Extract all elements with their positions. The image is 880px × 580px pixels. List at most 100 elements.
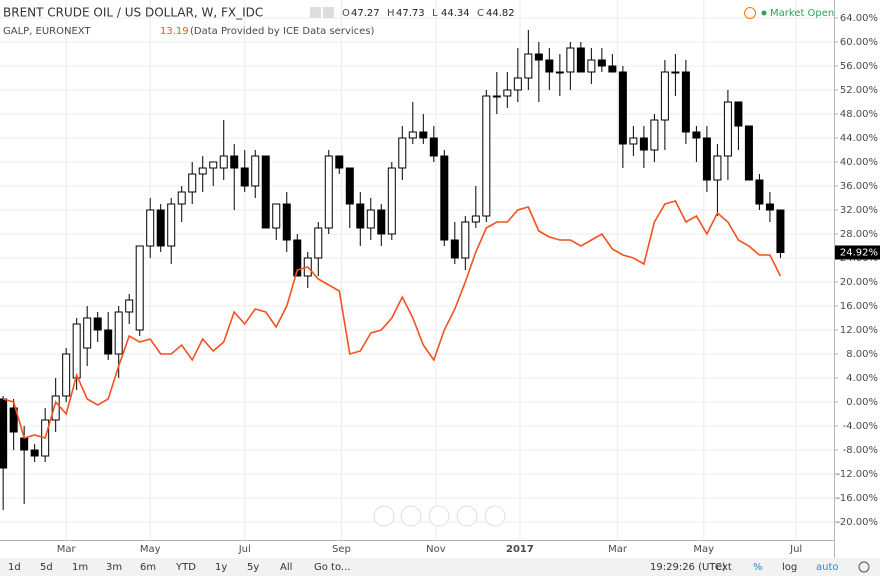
candle-body <box>114 311 123 355</box>
symbol-title: BRENT CRUDE OIL / US DOLLAR, W, FX_IDC <box>3 6 263 20</box>
candle-body <box>240 167 249 187</box>
y-tick-label: 32.00% <box>840 205 878 216</box>
candle-body <box>146 209 155 247</box>
candle-body <box>408 131 417 139</box>
candle-body <box>618 71 627 145</box>
range-button[interactable]: 1m <box>72 562 88 573</box>
plot <box>0 30 785 510</box>
zoom-out[interactable] <box>400 505 422 527</box>
candle-body <box>545 59 554 73</box>
legend-header: BRENT CRUDE OIL / US DOLLAR, W, FX_IDC O… <box>3 6 834 38</box>
range-button[interactable]: 5d <box>40 562 53 573</box>
x-tick-label: 2017 <box>506 544 534 555</box>
price-tag <box>835 245 880 260</box>
axes: 64.00% 60.00% 56.00% 52.00% 48.00% 44.00% 40.0… <box>57 13 880 555</box>
y-tick-label: -8.00% <box>843 445 878 456</box>
candle-body <box>30 449 39 457</box>
candle-body <box>51 395 60 421</box>
status-dot <box>761 10 767 16</box>
x-tick-label: May <box>140 544 161 555</box>
y-tick-label: 8.00% <box>846 349 878 360</box>
zoom-in[interactable] <box>456 505 478 527</box>
price-tag-label: 24.92% <box>840 247 878 258</box>
candle-body <box>629 137 638 145</box>
ohlc-value: 47.73 <box>396 8 425 19</box>
range-button[interactable]: 1y <box>215 562 227 573</box>
scroll-right[interactable] <box>484 505 506 527</box>
reset[interactable] <box>428 505 450 527</box>
candle-body <box>440 155 449 241</box>
scroll-left[interactable] <box>373 505 395 527</box>
candle-body <box>356 203 365 229</box>
candle-body <box>293 239 302 277</box>
ohlc-value: 44.34 <box>441 8 470 19</box>
candle-body <box>702 137 711 181</box>
candle-body <box>608 65 617 73</box>
candle-body <box>660 71 669 121</box>
y-tick-label: 4.00% <box>846 373 878 384</box>
candle-body <box>177 191 186 205</box>
candle-body <box>713 155 722 181</box>
ohlc-label: H <box>387 8 395 19</box>
candle-body <box>765 203 774 211</box>
candle-body <box>135 245 144 331</box>
x-tick-label: Mar <box>608 544 628 555</box>
y-tick-label: -12.00% <box>836 469 878 480</box>
clock: 19:29:26 (UTC) <box>650 562 726 573</box>
alert-icon[interactable] <box>744 7 756 19</box>
option-button[interactable]: ext <box>716 562 732 573</box>
candle-body <box>209 161 218 169</box>
y-tick-label: 56.00% <box>840 61 878 72</box>
x-tick-label: May <box>693 544 714 555</box>
ohlc-label: C <box>477 8 484 19</box>
candle-body <box>513 77 522 91</box>
icon[interactable] <box>310 7 321 18</box>
range-button[interactable]: 5y <box>247 562 259 573</box>
x-tick-label: Nov <box>426 544 446 555</box>
y-tick-label: 52.00% <box>840 85 878 96</box>
candle-body <box>83 317 92 349</box>
candle-body <box>9 407 18 433</box>
candle-body <box>188 173 197 193</box>
candle-body <box>387 167 396 235</box>
y-tick-label: 60.00% <box>840 37 878 48</box>
candle-body <box>482 95 491 217</box>
candle-body <box>429 137 438 157</box>
candle-body <box>20 437 29 451</box>
candle-body <box>219 155 228 169</box>
y-tick-label: 20.00% <box>840 277 878 288</box>
option-button[interactable]: auto <box>816 562 839 573</box>
candle-body <box>639 137 648 151</box>
range-button[interactable]: 6m <box>140 562 156 573</box>
candle-body <box>251 155 260 187</box>
y-tick-label: 0.00% <box>846 397 878 408</box>
candle-body <box>366 209 375 229</box>
candle-body <box>671 71 680 74</box>
y-tick-label: 28.00% <box>840 229 878 240</box>
candle-body <box>272 203 281 229</box>
option-button[interactable]: log <box>782 562 797 573</box>
candle-body <box>93 317 102 331</box>
y-tick-label: 36.00% <box>840 181 878 192</box>
option-button[interactable]: % <box>753 562 763 573</box>
candle-body <box>324 155 333 229</box>
y-tick-label: -4.00% <box>843 421 878 432</box>
candle-body <box>492 95 501 98</box>
settings[interactable] <box>858 561 870 573</box>
candle-body <box>744 125 753 181</box>
range-button[interactable]: YTD <box>175 562 196 573</box>
range-button[interactable]: All <box>280 562 292 573</box>
ohlc: O 47.27 H 47.73 L 44.34 C 44.82 <box>342 8 515 19</box>
range-button[interactable]: 3m <box>106 562 122 573</box>
range-button[interactable]: Go to... <box>314 562 350 573</box>
y-tick-label: 48.00% <box>840 109 878 120</box>
zoom-controls <box>373 505 506 527</box>
range-button[interactable]: 1d <box>8 562 21 573</box>
candle-body <box>314 227 323 259</box>
candle-body <box>471 215 480 223</box>
icon[interactable] <box>323 7 334 18</box>
ohlc-label: L <box>432 8 438 19</box>
y-tick-label: -16.00% <box>836 493 878 504</box>
candle-body <box>576 47 585 73</box>
